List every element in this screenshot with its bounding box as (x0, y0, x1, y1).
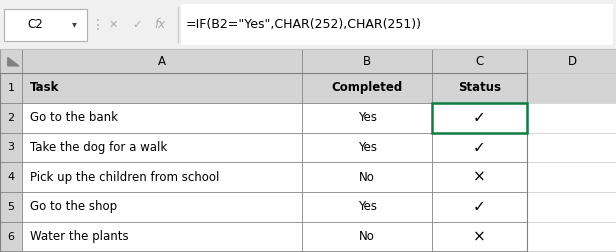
Text: =IF(B2="Yes",CHAR(252),CHAR(251)): =IF(B2="Yes",CHAR(252),CHAR(251)) (185, 18, 421, 31)
Text: ✓: ✓ (473, 199, 486, 214)
Bar (0, 49, 22, 73)
Text: Status: Status (458, 81, 501, 94)
Text: 1: 1 (7, 83, 15, 93)
Bar (527, 192, 616, 222)
Text: ✓: ✓ (473, 140, 486, 155)
Text: 6: 6 (7, 232, 15, 242)
Bar (0, 73, 527, 252)
Bar (22, 162, 302, 192)
Bar (22, 103, 302, 133)
Bar (432, 192, 527, 222)
Bar (432, 133, 527, 162)
Text: C2: C2 (28, 18, 43, 31)
Bar (22, 222, 302, 251)
Bar (0, 103, 22, 133)
Bar (0, 73, 22, 103)
Text: ▾: ▾ (72, 20, 77, 29)
Bar (527, 222, 616, 251)
Bar (22, 133, 302, 162)
Bar (432, 103, 527, 133)
Text: No: No (359, 230, 375, 243)
Text: 4: 4 (7, 172, 15, 182)
Bar (527, 103, 616, 133)
Bar (527, 133, 616, 162)
Bar (0, 192, 22, 222)
Text: Task: Task (30, 81, 59, 94)
Bar (432, 162, 527, 192)
Text: A: A (158, 55, 166, 68)
Text: D: D (567, 55, 577, 68)
Bar (302, 73, 432, 103)
Bar (432, 73, 527, 103)
Text: Pick up the children from school: Pick up the children from school (30, 171, 219, 184)
Text: ×: × (473, 170, 486, 185)
Polygon shape (8, 57, 19, 66)
Text: Go to the shop: Go to the shop (30, 200, 116, 213)
Text: ✓: ✓ (132, 20, 142, 29)
Bar (302, 103, 432, 133)
Bar (432, 222, 527, 251)
Text: 2: 2 (7, 113, 15, 123)
Text: ×: × (473, 229, 486, 244)
Bar (22, 192, 302, 222)
Text: ✕: ✕ (108, 20, 118, 29)
Text: B: B (363, 55, 371, 68)
Bar (302, 162, 432, 192)
Text: 3: 3 (7, 142, 15, 152)
Bar (527, 49, 616, 73)
Bar (0, 251, 22, 252)
Bar (302, 133, 432, 162)
Text: Yes: Yes (358, 111, 376, 124)
Text: Go to the bank: Go to the bank (30, 111, 118, 124)
Text: ✓: ✓ (473, 110, 486, 125)
Text: No: No (359, 171, 375, 184)
Bar (4, 9, 87, 41)
Bar (432, 49, 527, 73)
Bar (432, 251, 527, 252)
Bar (527, 73, 616, 103)
Bar (432, 103, 527, 133)
Bar (527, 251, 616, 252)
Text: Yes: Yes (358, 141, 376, 154)
Text: ⋮: ⋮ (91, 18, 105, 32)
Text: C: C (476, 55, 484, 68)
Text: fx: fx (154, 18, 165, 31)
Text: Completed: Completed (331, 81, 403, 94)
Bar (0, 0, 616, 49)
Bar (302, 251, 432, 252)
Text: 5: 5 (7, 202, 15, 212)
Bar (527, 162, 616, 192)
Text: Yes: Yes (358, 200, 376, 213)
Text: Take the dog for a walk: Take the dog for a walk (30, 141, 167, 154)
Bar (22, 49, 302, 73)
Bar (302, 192, 432, 222)
Bar (22, 73, 302, 103)
Bar (302, 222, 432, 251)
Bar (0, 162, 22, 192)
Text: Water the plants: Water the plants (30, 230, 128, 243)
Bar (0, 133, 22, 162)
Bar (0, 222, 22, 251)
Bar (181, 4, 613, 45)
Bar (22, 251, 302, 252)
Bar (302, 49, 432, 73)
